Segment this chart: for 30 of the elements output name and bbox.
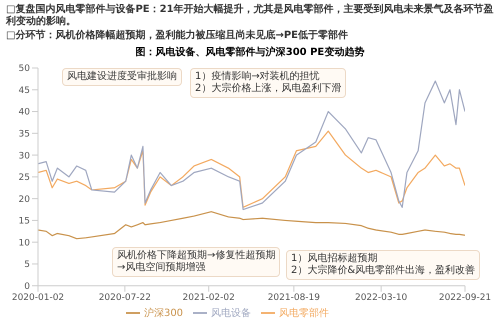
legend-label: 风电零部件	[279, 308, 330, 319]
x-tick-label: 2022-03-10	[354, 293, 408, 304]
text: □复盘国内风电零部件与设备PE：21年开始大幅提升，尤其是风电零部件，主要受到风电未来景气及各环节盈利变动的影响。	[6, 4, 494, 28]
x-tick-label: 2022-09-21	[438, 293, 492, 304]
annotation: 1）疫情影响→对装机的担忧 2）大宗价格上涨，风电盈利下滑	[190, 68, 346, 98]
annotation: 风机价格下降超预期→修复性超预期 →风电空间预期增强	[112, 247, 280, 277]
line-series	[38, 211, 465, 240]
line-series	[38, 80, 465, 210]
y-tick-label: 45	[18, 86, 30, 96]
y-tick-label: 10	[18, 238, 30, 248]
x-tick-label: 2020-01-02	[12, 293, 64, 304]
y-tick-label: 40	[18, 108, 30, 118]
y-tick-label: 20	[18, 194, 30, 205]
legend-label: 风电设备	[211, 308, 252, 319]
line-series	[38, 130, 465, 208]
x-tick-label: 2020-07-22	[98, 293, 152, 304]
y-tick-label: 5	[24, 260, 30, 270]
legend-label: 沪深300	[144, 308, 184, 319]
annotation: 风电建设进度受审批影响	[62, 68, 182, 86]
y-tick-label: 25	[18, 173, 30, 184]
x-tick-label: 2021-02-02	[182, 293, 235, 304]
y-tick-label: 35	[18, 130, 30, 140]
y-tick-label: 50	[18, 64, 30, 74]
chart-title: 图：风电设备、风电零部件与沪深300 PE变动趋势	[134, 45, 366, 59]
y-tick-label: 0	[24, 282, 30, 292]
y-tick-label: 15	[18, 216, 30, 227]
text: □分环节：风机价格降幅超预期，盈利能力被压缩且尚未见底→PE低于零部件	[6, 30, 349, 42]
y-tick-label: 30	[18, 151, 30, 162]
annotation: 1）风电招标超预期 2）大宗降价&风电零部件出海，盈利改善	[286, 250, 480, 280]
x-tick-label: 2021-08-19	[268, 293, 320, 304]
